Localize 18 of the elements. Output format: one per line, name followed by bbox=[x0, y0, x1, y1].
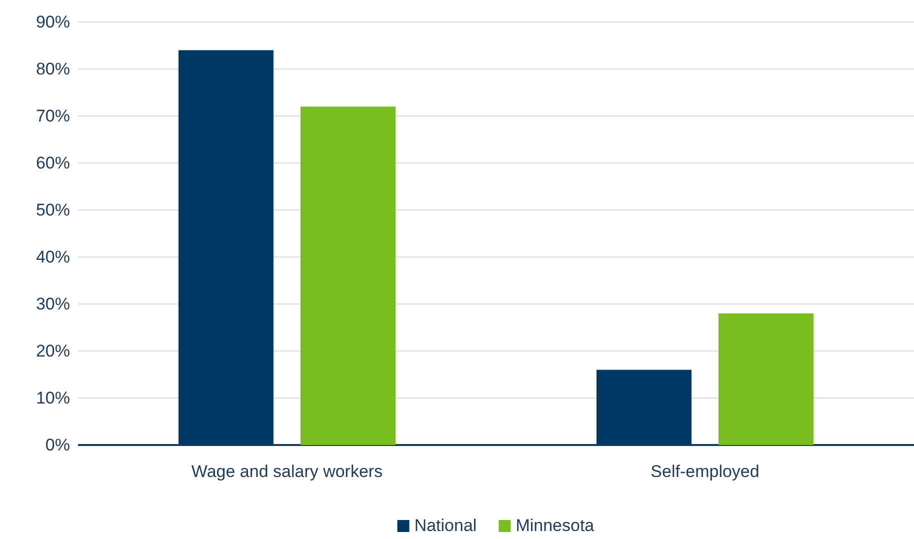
bar bbox=[300, 106, 396, 445]
y-tick-label: 20% bbox=[36, 341, 70, 360]
x-tick-label: Wage and salary workers bbox=[191, 462, 383, 482]
y-tick-label: 0% bbox=[45, 435, 70, 454]
x-tick-label: Self-employed bbox=[650, 462, 760, 482]
y-tick-label: 80% bbox=[36, 59, 70, 78]
y-tick-label: 60% bbox=[36, 153, 70, 172]
bar bbox=[596, 370, 692, 445]
bar bbox=[178, 50, 274, 445]
bar bbox=[718, 313, 814, 445]
y-tick-label: 90% bbox=[36, 12, 70, 32]
y-tick-label: 10% bbox=[36, 388, 70, 408]
y-tick-label: 50% bbox=[36, 200, 70, 220]
legend-label: Minnesota bbox=[516, 516, 595, 535]
legend-label: National bbox=[414, 516, 477, 535]
y-tick-label: 30% bbox=[36, 294, 70, 314]
y-tick-label: 70% bbox=[36, 106, 70, 126]
y-tick-label: 40% bbox=[36, 247, 70, 266]
